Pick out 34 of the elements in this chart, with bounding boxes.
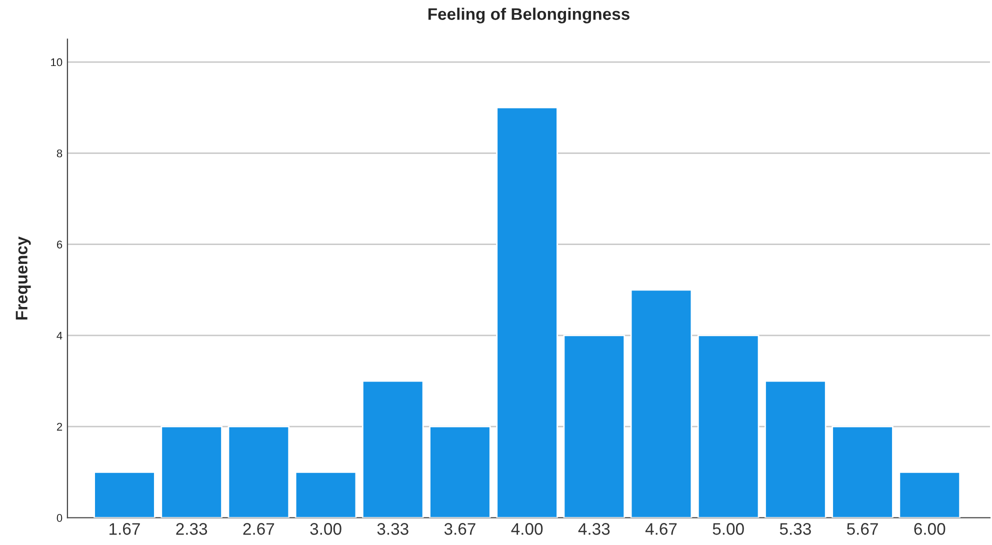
- x-tick-label: 5.67: [846, 523, 878, 535]
- y-tick-label: 10: [51, 58, 62, 66]
- bar: [563, 334, 626, 518]
- x-tick-label: 3.33: [377, 523, 408, 535]
- x-tick-label: 4.67: [645, 523, 677, 535]
- x-tick-label: 1.67: [110, 523, 140, 535]
- y-tick-label: 0: [56, 514, 62, 522]
- y-tick-label: 2: [56, 422, 62, 431]
- chart-title: Feeling of Belongingness: [428, 8, 630, 24]
- x-tick-label: 4.00: [511, 523, 543, 535]
- bar: [94, 471, 156, 518]
- bar: [294, 471, 357, 518]
- y-tick-label: 4: [56, 332, 62, 340]
- bar: [630, 289, 692, 518]
- bar: [832, 426, 894, 518]
- x-tick-label: 5.33: [780, 523, 811, 535]
- bar: [496, 106, 558, 518]
- bar: [429, 426, 491, 518]
- bar: [160, 426, 222, 518]
- x-tick-label: 4.33: [578, 523, 610, 535]
- x-tick-label: 5.00: [712, 523, 744, 535]
- y-tick-label: 8: [56, 149, 62, 158]
- x-tick-label: 3.00: [310, 523, 342, 535]
- bar: [362, 380, 424, 518]
- bar: [898, 471, 961, 518]
- x-tick-label: 2.67: [243, 523, 274, 535]
- y-tick-label: 6: [56, 240, 62, 248]
- bar: [764, 380, 826, 518]
- x-tick-label: 6.00: [914, 523, 946, 535]
- bar: [228, 426, 290, 518]
- bar: [697, 334, 760, 518]
- y-axis-title: Frequency: [16, 236, 31, 320]
- x-tick-label: 2.33: [176, 523, 208, 535]
- x-tick-label: 3.67: [444, 523, 476, 535]
